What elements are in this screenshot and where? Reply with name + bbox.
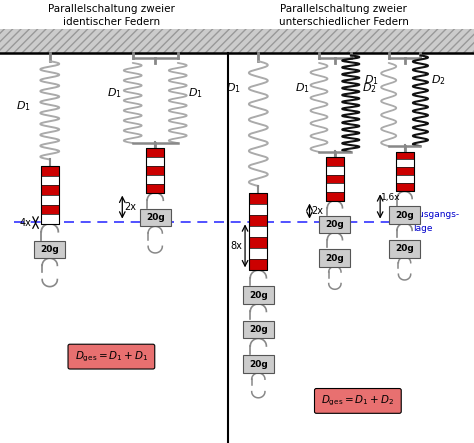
- Text: 20g: 20g: [146, 213, 164, 222]
- Bar: [41, 214, 59, 224]
- Bar: [395, 159, 413, 167]
- Bar: [395, 175, 413, 183]
- Bar: [249, 215, 267, 226]
- Bar: [140, 209, 171, 226]
- Bar: [249, 259, 267, 270]
- Text: Ausgangs-: Ausgangs-: [413, 210, 460, 219]
- Bar: [41, 166, 59, 224]
- Bar: [395, 152, 413, 159]
- Text: $D_\mathrm{ges}=D_1+D_1$: $D_\mathrm{ges}=D_1+D_1$: [74, 350, 148, 364]
- Bar: [146, 148, 164, 193]
- Bar: [249, 193, 267, 270]
- Text: 2x: 2x: [311, 206, 323, 216]
- Text: lage: lage: [413, 224, 433, 233]
- Text: 4x: 4x: [20, 218, 32, 228]
- Bar: [243, 355, 274, 373]
- Text: Parallelschaltung zweier
identischer Federn: Parallelschaltung zweier identischer Fed…: [48, 4, 175, 27]
- Text: $D_\mathrm{ges}=D_1+D_2$: $D_\mathrm{ges}=D_1+D_2$: [321, 394, 394, 408]
- Text: Parallelschaltung zweier
unterschiedlicher Federn: Parallelschaltung zweier unterschiedlich…: [279, 4, 409, 27]
- Bar: [389, 206, 420, 224]
- Bar: [243, 321, 274, 338]
- Bar: [249, 226, 267, 237]
- Bar: [389, 240, 420, 258]
- Text: 1,6x: 1,6x: [381, 193, 401, 202]
- Bar: [41, 166, 59, 176]
- Text: 20g: 20g: [395, 211, 414, 220]
- Text: $D_1$: $D_1$: [107, 86, 122, 100]
- Bar: [326, 175, 344, 183]
- Bar: [146, 175, 164, 184]
- Bar: [249, 237, 267, 248]
- Bar: [395, 152, 413, 191]
- Text: $D_2$: $D_2$: [431, 73, 446, 87]
- Bar: [249, 248, 267, 259]
- Text: 20g: 20g: [326, 254, 344, 263]
- Bar: [146, 166, 164, 175]
- Text: 8x: 8x: [230, 241, 242, 251]
- Bar: [249, 204, 267, 215]
- Bar: [326, 157, 344, 201]
- Bar: [146, 148, 164, 157]
- Bar: [319, 249, 350, 267]
- Bar: [326, 166, 344, 175]
- Bar: [34, 241, 65, 258]
- Text: 2x: 2x: [124, 202, 136, 212]
- Bar: [249, 193, 267, 204]
- Bar: [146, 157, 164, 166]
- Text: $D_1$: $D_1$: [226, 82, 241, 96]
- Bar: [326, 157, 344, 166]
- Text: $D_1$: $D_1$: [294, 82, 310, 96]
- Text: 20g: 20g: [249, 291, 268, 299]
- Bar: [243, 286, 274, 304]
- Bar: [146, 184, 164, 193]
- Text: $D_1$: $D_1$: [188, 86, 203, 100]
- Text: $D_2$: $D_2$: [362, 82, 377, 96]
- Text: 20g: 20g: [249, 325, 268, 334]
- Text: 20g: 20g: [249, 360, 268, 369]
- Bar: [41, 205, 59, 214]
- Bar: [395, 167, 413, 175]
- Text: 20g: 20g: [40, 245, 59, 254]
- Bar: [326, 192, 344, 201]
- Bar: [41, 195, 59, 205]
- Bar: [319, 216, 350, 233]
- FancyBboxPatch shape: [314, 389, 401, 413]
- Bar: [326, 183, 344, 192]
- Text: $D_1$: $D_1$: [16, 99, 31, 113]
- Text: 20g: 20g: [395, 245, 414, 253]
- Text: 20g: 20g: [326, 220, 344, 229]
- Bar: [41, 176, 59, 185]
- Bar: [41, 185, 59, 195]
- Text: $D_1$: $D_1$: [364, 73, 379, 87]
- FancyBboxPatch shape: [68, 344, 155, 369]
- Bar: [395, 183, 413, 191]
